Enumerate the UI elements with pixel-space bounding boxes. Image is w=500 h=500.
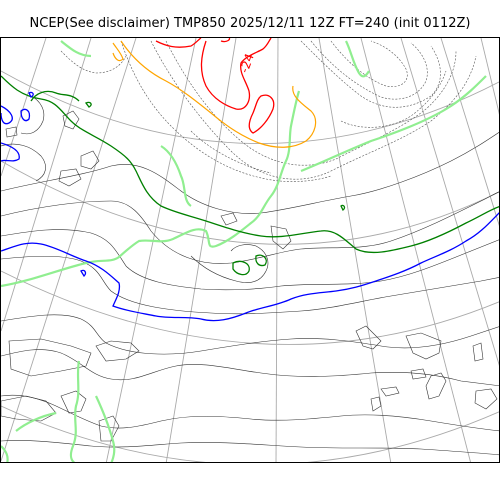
contour-label: -24 — [237, 52, 257, 75]
isotherms-green — [1, 75, 499, 276]
isotherm-line — [28, 91, 34, 98]
isotherm-line — [232, 260, 250, 276]
meridian — [400, 38, 499, 366]
meridian — [360, 38, 471, 462]
map-title: NCEP(See disclaimer) TMP850 2025/12/11 1… — [29, 16, 471, 31]
coastline — [474, 388, 498, 410]
map-panel: -24 — [0, 37, 500, 463]
isotherm-line — [190, 244, 269, 283]
parallel — [1, 270, 499, 345]
isotherm-line — [60, 40, 92, 58]
isotherm-line — [255, 254, 267, 267]
coastline — [370, 396, 382, 412]
isotherm-line — [1, 90, 301, 288]
isotherm-line — [80, 269, 87, 278]
isotherm-line — [248, 94, 275, 134]
coastline — [355, 325, 382, 350]
isotherm-line — [1, 142, 20, 162]
isotherm-line — [1, 394, 499, 432]
coastline — [1, 395, 57, 422]
isotherm-line — [300, 75, 487, 173]
isotherm-line — [165, 40, 457, 166]
isotherm-line — [95, 395, 116, 462]
isotherm-line — [330, 40, 408, 87]
coastline — [8, 338, 92, 377]
isotherm-line — [1, 229, 499, 291]
isotherm-line — [1, 440, 499, 456]
coastline — [410, 368, 427, 380]
coastline — [405, 332, 442, 360]
parallel — [1, 160, 499, 245]
isotherm-line — [1, 212, 499, 322]
isotherm-line — [200, 38, 272, 110]
parallel — [1, 70, 499, 144]
isotherm-line — [340, 204, 346, 211]
parallel — [1, 405, 499, 462]
isotherm-line — [160, 145, 192, 207]
isotherm-line — [1, 105, 13, 125]
isotherm-line — [20, 108, 31, 122]
isotherm-line — [190, 130, 272, 174]
coastline — [58, 168, 82, 187]
coastline — [220, 212, 238, 226]
isotherm-line — [300, 40, 441, 108]
coastline — [98, 415, 120, 442]
isotherm-line — [1, 255, 499, 315]
isotherm-line — [1, 314, 499, 355]
isotherm-line — [60, 50, 127, 74]
meridian — [275, 38, 279, 462]
meridian — [440, 38, 499, 227]
isotherm-line — [345, 40, 370, 78]
isotherm-line — [1, 445, 9, 462]
coastline — [80, 150, 100, 170]
isotherm-line — [69, 360, 81, 462]
isotherm-line — [120, 40, 317, 148]
meridian — [1, 38, 47, 177]
coastline — [5, 126, 18, 138]
isotherm-line — [120, 40, 332, 182]
isotherm-line — [30, 90, 80, 102]
coastlines — [1, 110, 498, 442]
isotherm-line — [340, 70, 447, 128]
isotherm-line — [1, 349, 499, 387]
coastline — [425, 372, 447, 400]
isotherm-line — [1, 75, 499, 254]
meridian — [105, 38, 197, 462]
meridian — [165, 38, 237, 462]
coastline — [60, 390, 87, 414]
meridian — [1, 38, 92, 332]
isotherm-line — [150, 40, 477, 180]
coastline — [380, 386, 400, 397]
isotherm-line — [1, 143, 46, 182]
weather-map: -24 — [1, 38, 499, 462]
meridian — [480, 38, 499, 115]
isotherm-line — [155, 38, 202, 48]
coastline — [472, 342, 484, 362]
meridian — [1, 38, 137, 462]
coastline — [95, 340, 140, 362]
isotherm-line — [112, 42, 124, 62]
isotherm-line — [310, 40, 428, 100]
isotherm-line — [84, 101, 92, 108]
isotherms-lightgreen — [1, 40, 487, 462]
isotherms-red — [155, 38, 275, 134]
coastline — [62, 110, 80, 130]
meridian — [318, 38, 392, 462]
coastline — [270, 225, 292, 250]
isotherm-line — [20, 95, 45, 135]
isotherm-line — [1, 191, 499, 264]
isotherms-dotted — [60, 40, 477, 182]
isotherm-line — [220, 38, 231, 43]
isotherms-thin — [1, 95, 499, 456]
isotherm-line — [15, 411, 57, 432]
isotherm-zero — [1, 91, 499, 322]
graticule — [1, 38, 499, 462]
isotherms-orange — [112, 40, 317, 148]
